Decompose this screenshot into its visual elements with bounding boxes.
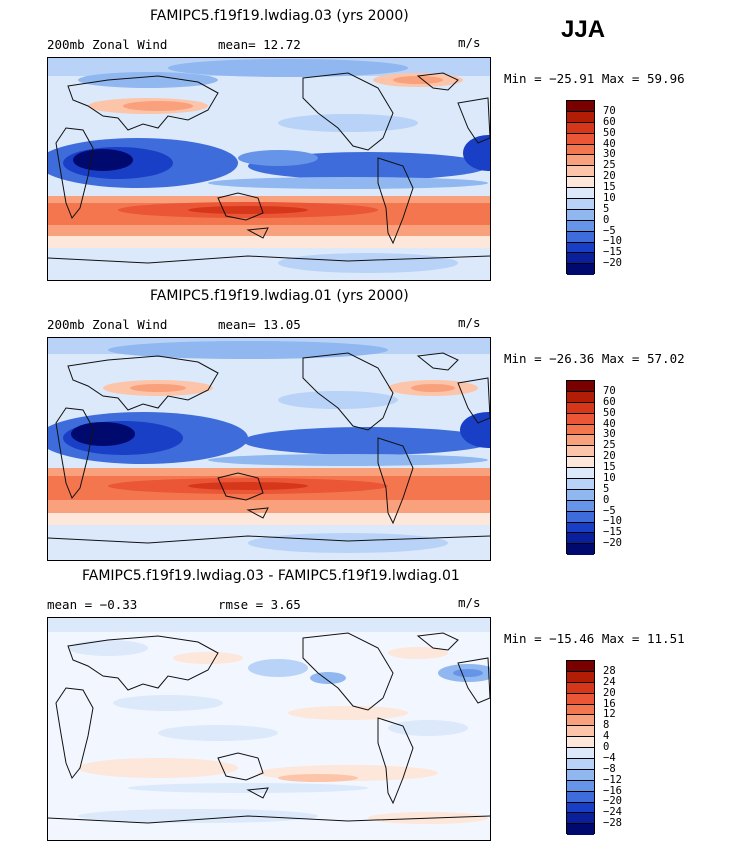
panel1-units: m/s <box>458 35 481 50</box>
colorbar-tick: 16 <box>603 697 616 710</box>
panel1-field-label: 200mb Zonal Wind <box>47 37 168 52</box>
panel3-map <box>47 617 491 841</box>
panel3-rmse: rmse = 3.65 <box>218 597 301 612</box>
colorbar-tick: 0 <box>603 741 610 753</box>
colorbar-tick: −20 <box>603 537 622 550</box>
colorbar-tick: 15 <box>603 181 616 193</box>
colorbar-tick: −28 <box>603 817 622 830</box>
colorbar-tick: 50 <box>603 126 616 139</box>
panel2-map <box>47 337 491 561</box>
panel2-minmax: Min = −26.36 Max = 57.02 <box>504 351 685 366</box>
colorbar-tick: 28 <box>603 664 616 677</box>
panel1-mean: mean= 12.72 <box>218 37 301 52</box>
colorbar-tick: −20 <box>603 257 622 270</box>
colorbar-tick: −10 <box>603 515 622 528</box>
panel2-colorbar <box>566 380 595 556</box>
colorbar-tick: 24 <box>603 675 616 688</box>
colorbar-tick: −5 <box>603 224 616 237</box>
season-label: JJA <box>561 16 606 43</box>
colorbar-tick: 0 <box>603 493 610 506</box>
colorbar-tick: 20 <box>603 686 616 699</box>
panel1-minmax: Min = −25.91 Max = 59.96 <box>504 71 685 86</box>
colorbar-tick: 40 <box>603 137 616 150</box>
colorbar-tick: 25 <box>603 439 616 452</box>
colorbar-tick: 20 <box>603 170 616 183</box>
colorbar-tick: −20 <box>603 795 622 808</box>
colorbar-tick: 30 <box>603 428 616 441</box>
panel2-units: m/s <box>458 315 481 330</box>
colorbar-tick: 5 <box>603 482 610 495</box>
panel3-mean: mean = −0.33 <box>47 597 138 612</box>
panel3-units: m/s <box>458 595 481 610</box>
colorbar-tick: −8 <box>603 762 616 775</box>
panel1-title: FAMIPC5.f19f19.lwdiag.03 (yrs 2000) <box>150 8 409 24</box>
colorbar-tick: 8 <box>603 719 610 732</box>
colorbar-tick: 50 <box>603 406 616 419</box>
colorbar-tick: 0 <box>603 213 610 226</box>
colorbar-tick: −10 <box>603 235 622 248</box>
colorbar-tick: −16 <box>603 784 622 797</box>
colorbar-tick: 60 <box>603 395 616 408</box>
colorbar-tick: 20 <box>603 450 616 463</box>
panel2-title: FAMIPC5.f19f19.lwdiag.01 (yrs 2000) <box>150 288 409 304</box>
colorbar-tick: −4 <box>603 751 616 764</box>
panel2-mean: mean= 13.05 <box>218 317 301 332</box>
panel1-map <box>47 57 491 281</box>
colorbar-tick: 30 <box>603 148 616 161</box>
colorbar-tick: 4 <box>603 730 610 743</box>
panel2-field-label: 200mb Zonal Wind <box>47 317 168 332</box>
colorbar-tick: 70 <box>603 104 616 117</box>
colorbar-tick: 12 <box>603 708 616 721</box>
colorbar-tick: −15 <box>603 246 622 259</box>
colorbar-tick: 70 <box>603 384 616 397</box>
panel3-colorbar <box>566 660 595 836</box>
colorbar-tick: −12 <box>603 773 622 786</box>
colorbar-tick: 15 <box>603 461 616 473</box>
colorbar-tick: 40 <box>603 417 616 430</box>
panel1-colorbar <box>566 100 595 276</box>
colorbar-tick: 10 <box>603 471 616 484</box>
colorbar-tick: 25 <box>603 159 616 172</box>
panel3-title: FAMIPC5.f19f19.lwdiag.03 - FAMIPC5.f19f1… <box>82 568 460 584</box>
panel3-minmax: Min = −15.46 Max = 11.51 <box>504 631 685 646</box>
colorbar-tick: 10 <box>603 191 616 204</box>
colorbar-tick: −15 <box>603 526 622 539</box>
colorbar-tick: 60 <box>603 115 616 128</box>
colorbar-tick: −24 <box>603 806 622 819</box>
colorbar-tick: 5 <box>603 202 610 215</box>
colorbar-tick: −5 <box>603 504 616 517</box>
